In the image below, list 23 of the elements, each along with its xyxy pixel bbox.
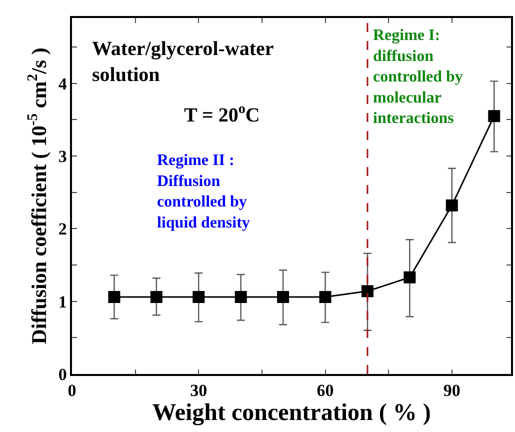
point bbox=[277, 290, 290, 303]
point bbox=[150, 290, 162, 303]
y-tick-label: 3 bbox=[58, 146, 67, 166]
annotation: Water/glycerol-water solution bbox=[92, 38, 274, 86]
y-tick-label: 1 bbox=[58, 292, 67, 312]
x-tick-label: 90 bbox=[443, 381, 460, 400]
annotation: Regime I: diffusion controlled by molecular interactions bbox=[373, 27, 463, 128]
point bbox=[192, 290, 205, 303]
x-tick-label: 30 bbox=[190, 381, 208, 400]
annotation: T = 20$^{o}$C bbox=[184, 102, 260, 126]
point bbox=[404, 271, 416, 284]
point bbox=[234, 290, 247, 303]
y-tick-label: 0 bbox=[58, 364, 67, 384]
y-tick-label: 2 bbox=[58, 220, 67, 239]
point bbox=[319, 290, 332, 303]
point bbox=[361, 285, 374, 298]
annotation: Regime II : Diffusion controlled by liquid density bbox=[157, 152, 250, 232]
point bbox=[108, 290, 120, 303]
y-tick-label: 4 bbox=[58, 74, 68, 94]
x-tick-label: 60 bbox=[316, 381, 334, 400]
point bbox=[446, 199, 458, 212]
point bbox=[488, 110, 500, 122]
x-axis-title: Weight concentration ( % ) bbox=[152, 400, 431, 426]
